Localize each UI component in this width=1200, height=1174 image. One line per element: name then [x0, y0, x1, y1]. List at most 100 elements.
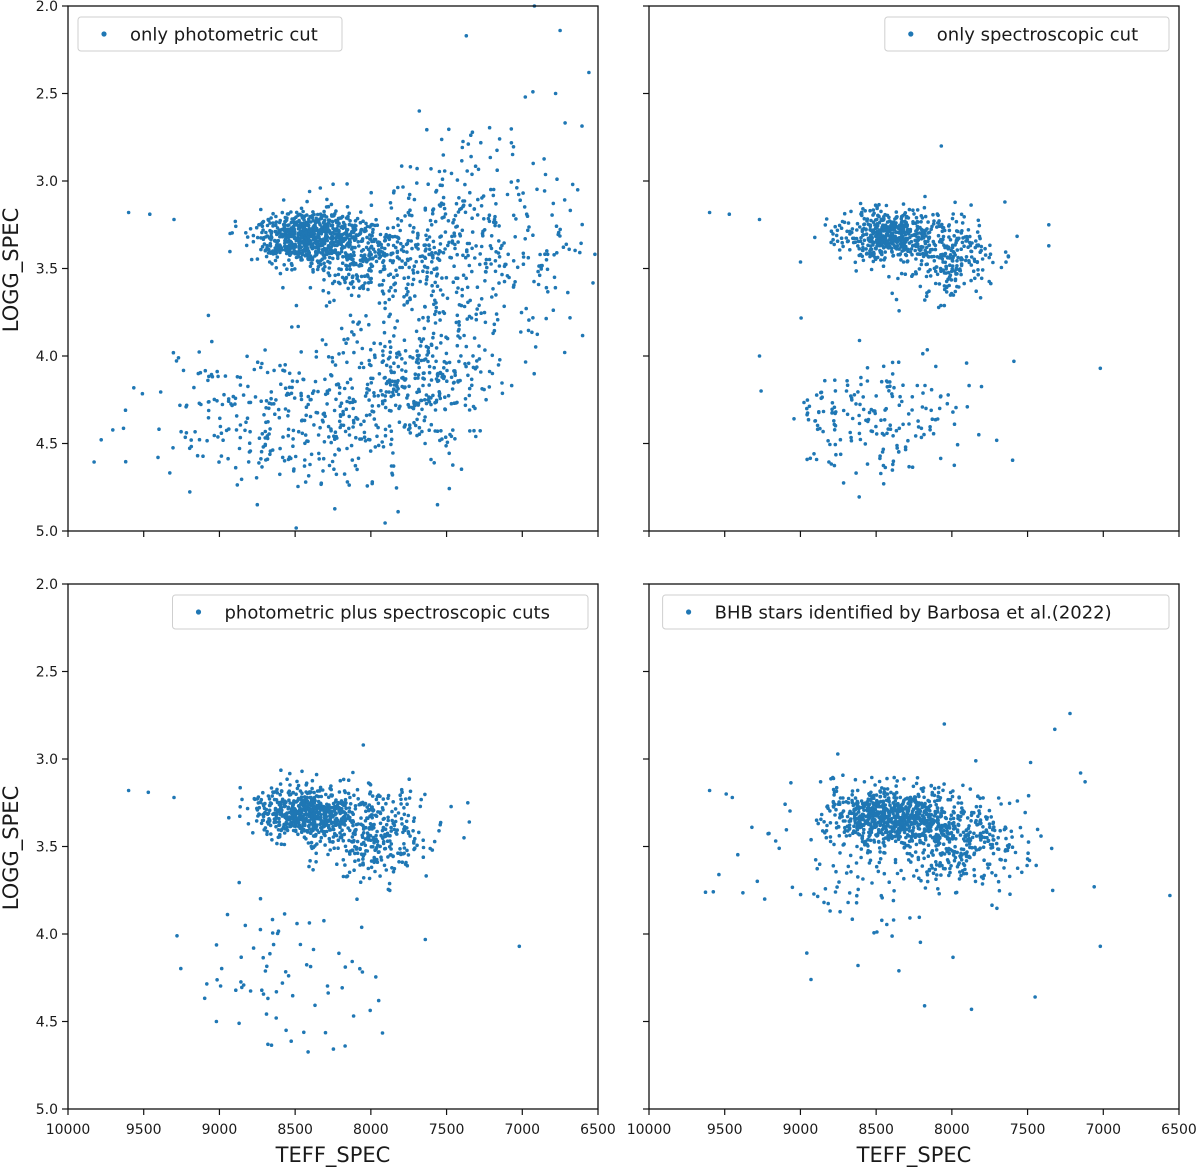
- data-point: [209, 372, 214, 377]
- data-point: [438, 396, 443, 401]
- data-point: [977, 234, 982, 239]
- data-point: [370, 230, 375, 235]
- data-point: [966, 245, 970, 249]
- data-point: [320, 243, 325, 247]
- data-point: [386, 815, 390, 820]
- data-point: [834, 785, 839, 790]
- data-point: [331, 827, 336, 832]
- data-point: [978, 804, 983, 809]
- data-point: [829, 462, 834, 466]
- data-point: [259, 207, 263, 212]
- data-point: [976, 243, 981, 247]
- data-point: [994, 438, 999, 443]
- data-point: [435, 272, 440, 276]
- data-point: [342, 832, 347, 837]
- data-point: [345, 243, 349, 247]
- data-point: [861, 233, 866, 237]
- data-point: [968, 234, 972, 239]
- data-point: [230, 231, 234, 235]
- data-point: [479, 311, 484, 316]
- data-point: [259, 821, 264, 826]
- data-point: [265, 370, 270, 375]
- data-point: [911, 243, 916, 248]
- data-point: [901, 202, 906, 206]
- data-point: [310, 846, 314, 851]
- data-point: [500, 381, 504, 385]
- data-point: [855, 844, 859, 849]
- data-point: [201, 454, 205, 459]
- data-point: [873, 818, 877, 822]
- data-point: [879, 814, 884, 819]
- data-point: [438, 318, 442, 322]
- data-point: [288, 783, 292, 787]
- data-point: [395, 384, 399, 389]
- data-point: [289, 234, 294, 239]
- data-point: [326, 291, 331, 295]
- data-point: [312, 423, 316, 427]
- data-point: [293, 828, 298, 833]
- data-point: [850, 800, 855, 805]
- data-point: [418, 804, 423, 809]
- data-point: [902, 777, 906, 781]
- data-point: [383, 394, 388, 398]
- data-point: [871, 259, 876, 264]
- data-point: [326, 218, 331, 222]
- data-point: [233, 402, 237, 406]
- data-point: [372, 417, 377, 421]
- data-point: [911, 825, 916, 830]
- data-point: [402, 806, 406, 810]
- data-point: [304, 781, 309, 785]
- data-point: [330, 809, 335, 814]
- data-point: [336, 838, 341, 842]
- data-point: [343, 280, 347, 285]
- data-point: [308, 859, 312, 863]
- data-point: [287, 385, 292, 390]
- data-point: [266, 996, 270, 1001]
- data-point: [355, 274, 360, 279]
- data-point: [883, 790, 887, 795]
- data-point: [533, 345, 538, 349]
- data-point: [273, 239, 277, 243]
- data-point: [883, 224, 887, 228]
- data-point: [360, 970, 365, 974]
- data-point: [479, 370, 483, 374]
- data-point: [871, 231, 876, 236]
- data-point: [978, 296, 983, 300]
- data-point: [123, 408, 128, 413]
- data-point: [364, 413, 369, 418]
- data-point: [359, 327, 363, 332]
- data-point: [904, 244, 908, 249]
- data-point: [251, 233, 256, 238]
- data-point: [461, 139, 465, 144]
- data-point: [834, 452, 838, 457]
- data-point: [418, 344, 423, 348]
- data-point: [269, 786, 274, 790]
- data-point: [267, 432, 271, 436]
- data-point: [454, 290, 459, 295]
- data-point: [890, 394, 895, 399]
- data-point: [941, 234, 946, 239]
- data-point: [951, 410, 955, 414]
- data-point: [249, 257, 254, 262]
- data-point: [845, 814, 850, 819]
- data-point: [430, 260, 434, 264]
- data-point: [171, 350, 176, 355]
- data-point: [874, 239, 879, 243]
- data-point: [394, 486, 399, 490]
- data-point: [816, 821, 820, 826]
- data-point: [500, 272, 504, 277]
- data-point: [998, 828, 1002, 833]
- data-point: [511, 285, 516, 289]
- data-point: [925, 348, 930, 352]
- data-point: [282, 459, 287, 463]
- data-point: [848, 809, 852, 814]
- data-point: [929, 784, 933, 788]
- data-point: [858, 225, 862, 229]
- data-point: [874, 821, 879, 826]
- data-point: [303, 246, 307, 251]
- data-point: [531, 316, 535, 320]
- data-point: [959, 256, 964, 260]
- data-point: [987, 255, 991, 260]
- data-point: [176, 356, 181, 360]
- data-point: [837, 833, 842, 838]
